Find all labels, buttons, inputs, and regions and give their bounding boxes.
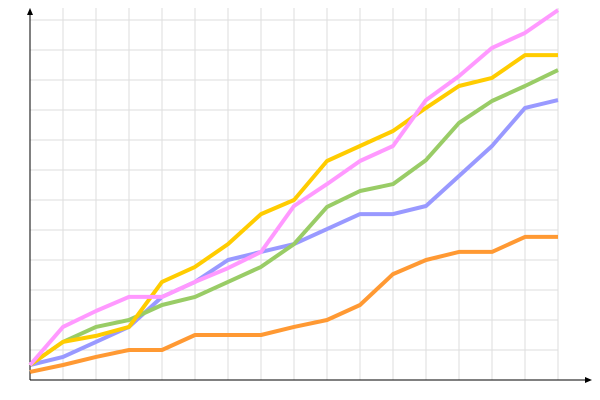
series-line <box>29 234 558 374</box>
series-line <box>28 8 560 367</box>
series-line <box>28 68 559 367</box>
x-axis-arrow <box>585 377 592 383</box>
series-line <box>28 53 558 367</box>
y-axis-arrow <box>27 8 33 15</box>
